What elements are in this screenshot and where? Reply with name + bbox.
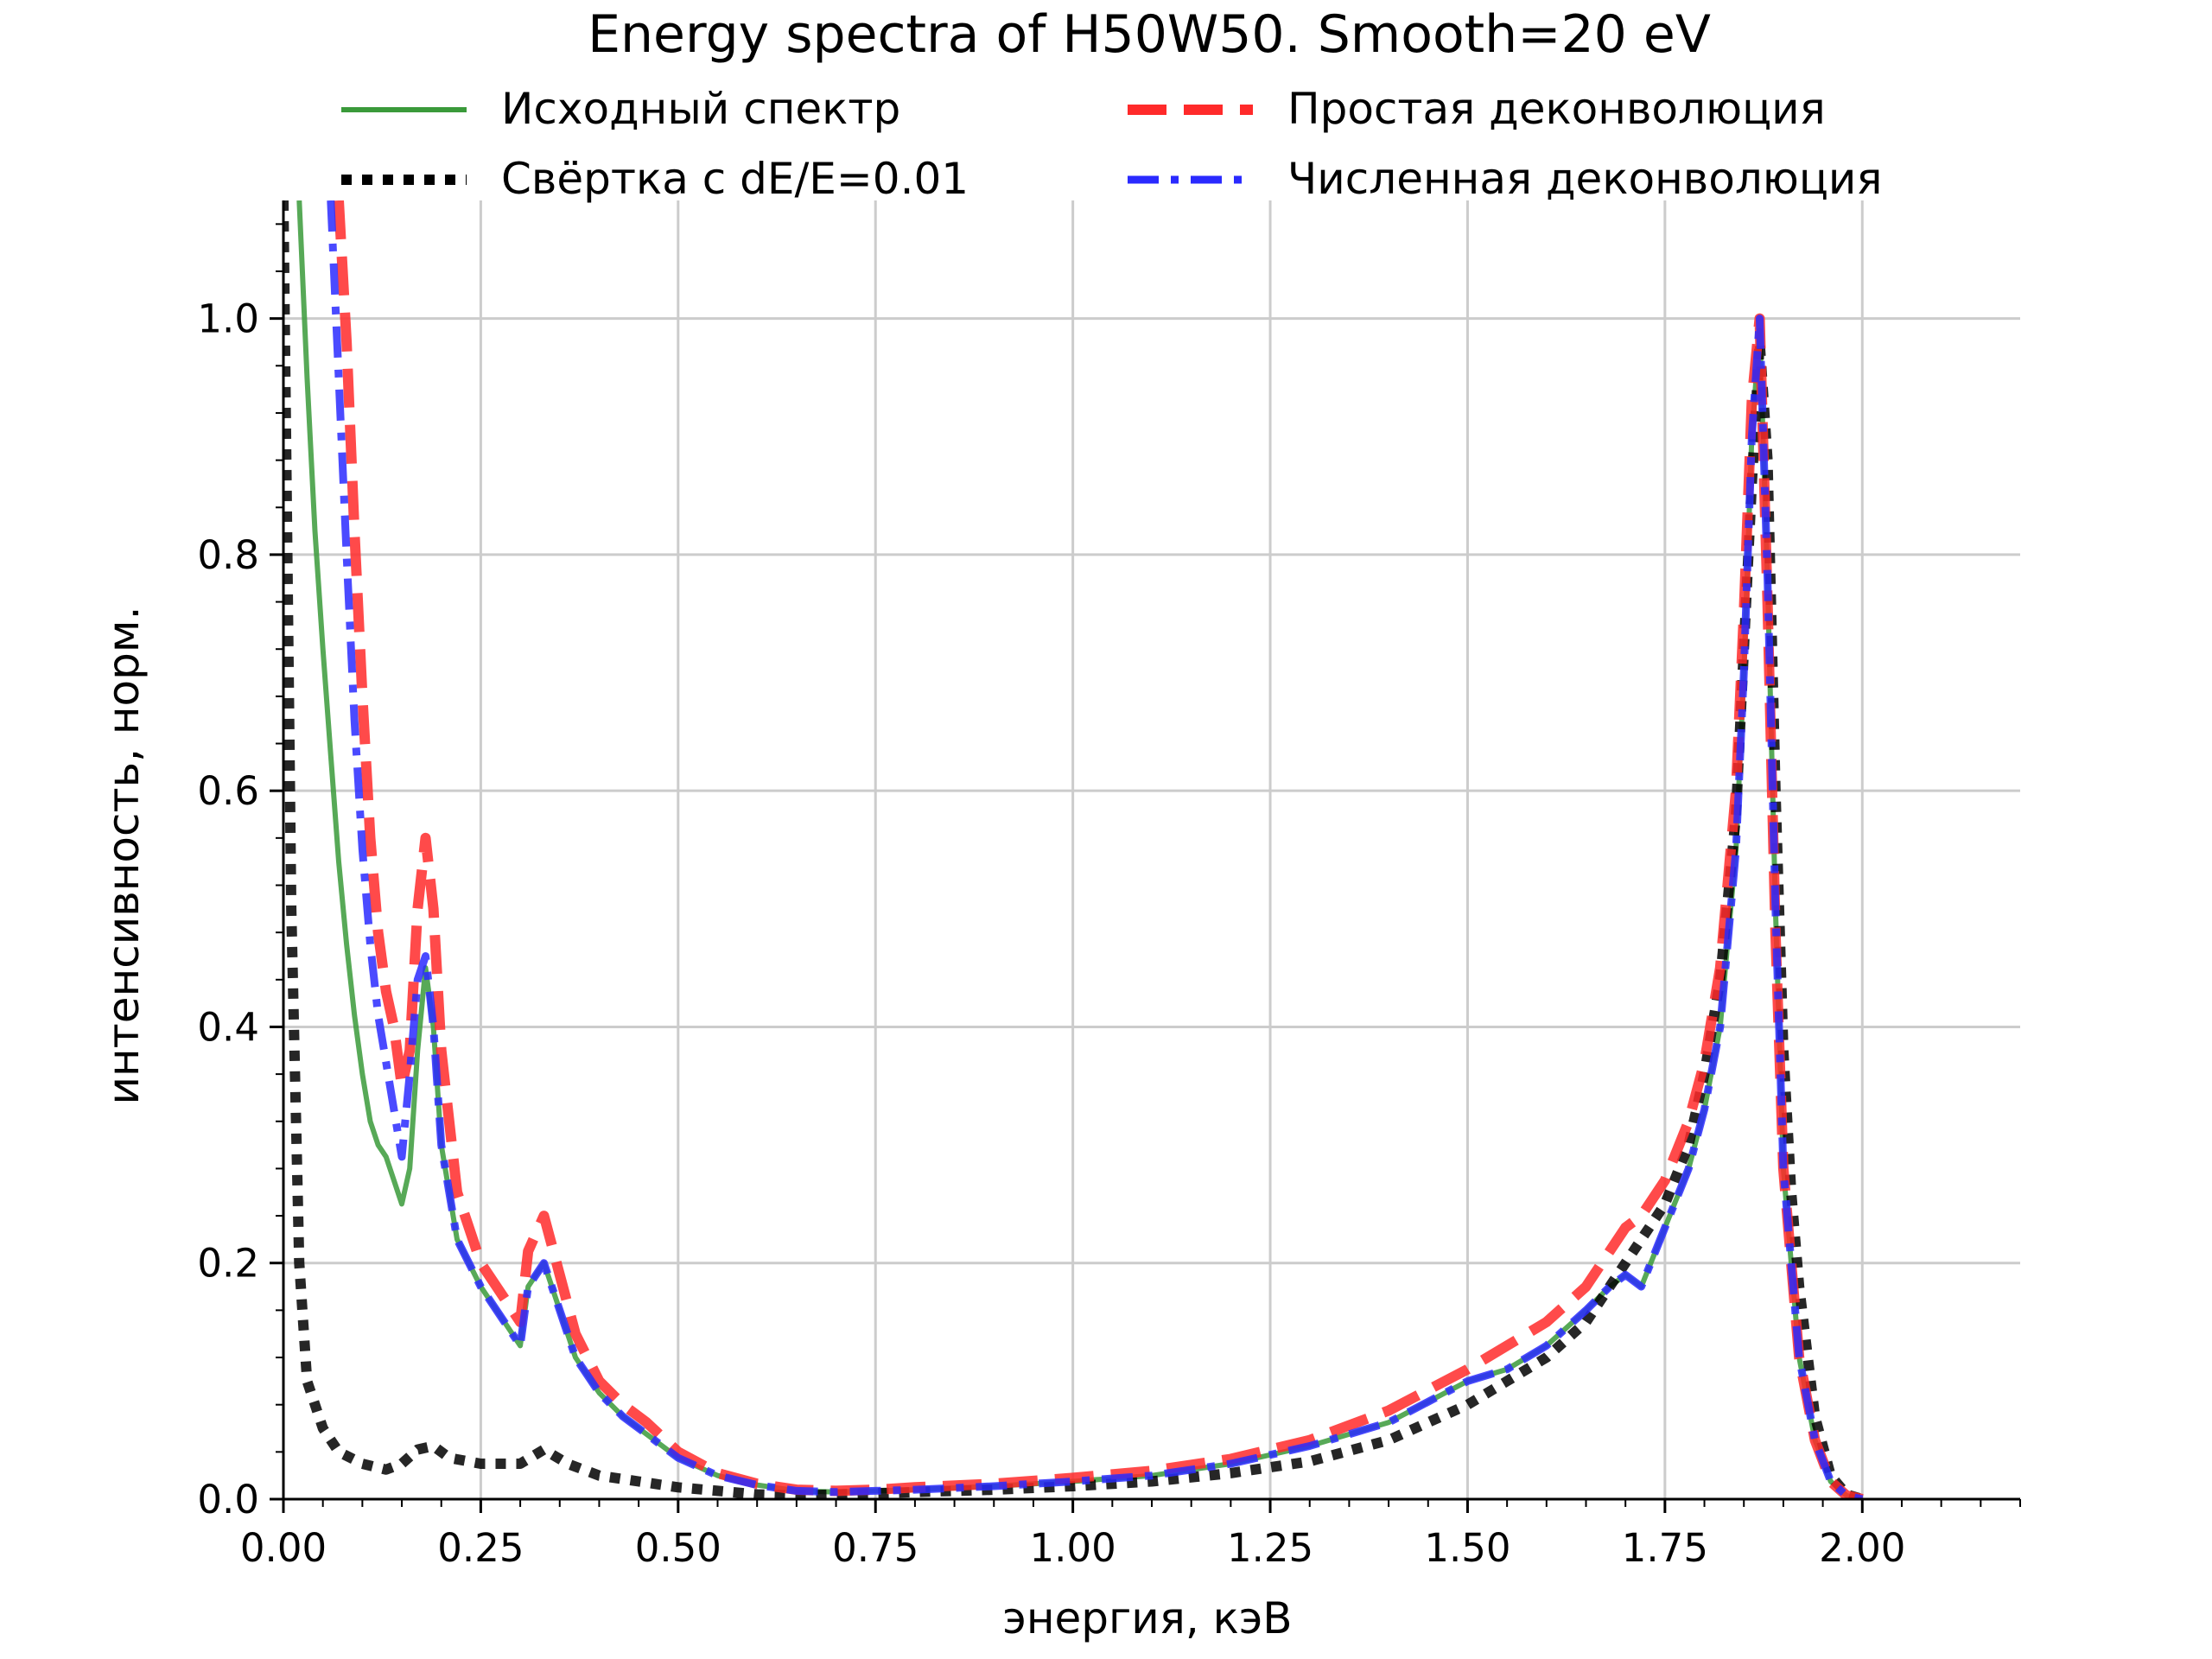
y-tick-label: 1.0 — [197, 296, 259, 342]
x-axis-label: энергия, кэВ — [1002, 1593, 1292, 1643]
x-tick-label: 2.00 — [1819, 1525, 1905, 1571]
legend-label-initial: Исходный спектр — [501, 84, 900, 134]
series-simple-deconv-line — [334, 200, 1864, 1499]
series-layer — [283, 200, 1865, 1499]
x-tick-label: 0.75 — [832, 1525, 918, 1571]
x-tick-label: 0.50 — [635, 1525, 721, 1571]
legend-label-convolution: Свёртка с dE/E=0.01 — [501, 154, 969, 204]
y-tick-label: 0.8 — [197, 532, 259, 578]
x-tick-label: 1.00 — [1030, 1525, 1116, 1571]
x-tick-label: 1.25 — [1227, 1525, 1313, 1571]
y-tick-label: 0.0 — [197, 1477, 259, 1522]
y-tick-label: 0.2 — [197, 1241, 259, 1287]
legend: Исходный спектр Свёртка с dE/E=0.01 Прос… — [341, 84, 1883, 204]
y-tick-label: 0.4 — [197, 1004, 259, 1050]
x-tick-label: 0.00 — [240, 1525, 327, 1571]
legend-label-simple-deconv: Простая деконволюция — [1287, 84, 1826, 134]
chart-title: Energy spectra of H50W50. Smooth=20 eV — [588, 4, 1711, 65]
series-convolution-line — [283, 200, 1865, 1499]
y-axis-label: интенсивность, норм. — [99, 606, 149, 1104]
x-tick-label: 0.25 — [437, 1525, 524, 1571]
legend-label-numeric-deconv: Численная деконволюция — [1287, 154, 1883, 204]
series-numeric-deconv-line — [327, 200, 1864, 1499]
series-initial-line — [296, 200, 1863, 1499]
axes: 0.00 0.25 0.50 0.75 1.00 1.25 1.50 1.75 2.00 0.0 0… — [197, 200, 2021, 1571]
y-tick-label: 0.6 — [197, 768, 259, 814]
x-tick-label: 1.50 — [1424, 1525, 1510, 1571]
x-tick-label: 1.75 — [1622, 1525, 1708, 1571]
